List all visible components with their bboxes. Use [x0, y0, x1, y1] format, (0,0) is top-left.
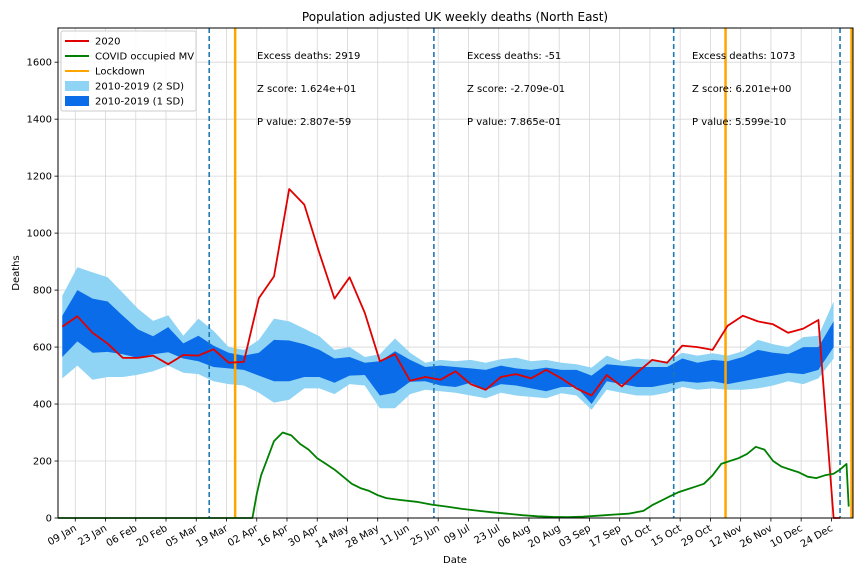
- x-tick-label: 03 Sep: [557, 523, 593, 550]
- x-tick-label: 05 Mar: [164, 523, 200, 550]
- x-tick-label: 23 Jan: [76, 523, 109, 548]
- series-covid-mv-line: [58, 431, 850, 519]
- x-tick-label: 25 Jun: [409, 523, 442, 548]
- annotation-p: P value: 2.807e-59: [257, 117, 351, 128]
- x-tick-label: 29 Oct: [680, 523, 714, 549]
- annotation-excess: Excess deaths: 1073: [692, 51, 795, 62]
- x-tick-label: 20 Feb: [135, 523, 170, 549]
- x-tick-label: 06 Feb: [105, 523, 140, 549]
- y-tick-label: 0: [46, 514, 52, 525]
- y-tick-label: 1200: [27, 172, 52, 183]
- annotation-p: P value: 5.599e-10: [692, 117, 786, 128]
- legend-label: COVID occupied MV: [95, 52, 194, 63]
- y-tick-label: 800: [33, 286, 52, 297]
- x-tick-label: 09 Jul: [442, 523, 472, 547]
- annotation-z: Z score: 1.624e+01: [257, 84, 356, 95]
- legend-box: [60, 30, 197, 112]
- x-tick-label: 19 Mar: [194, 523, 230, 550]
- x-tick-label: 20 Aug: [527, 523, 563, 550]
- vertical-markers: [208, 28, 853, 518]
- x-tick-label: 10 Dec: [769, 523, 805, 550]
- legend-label: 2010-2019 (1 SD): [95, 97, 184, 108]
- x-axis-label: Date: [443, 555, 467, 566]
- x-tick-label: 14 May: [314, 523, 351, 551]
- annotations: Excess deaths: 2919 Z score: 1.624e+01 P v…: [257, 51, 795, 128]
- annotation-z: Z score: -2.709e-01: [467, 84, 565, 95]
- legend-label: 2010-2019 (2 SD): [95, 82, 184, 93]
- plot-frame: [57, 27, 854, 519]
- band-1sd: [62, 290, 834, 404]
- x-tick-label: 17 Sep: [588, 523, 624, 550]
- legend-swatch: [65, 96, 89, 106]
- y-tick-label: 1600: [27, 58, 52, 69]
- chart-title: Population adjusted UK weekly deaths (No…: [302, 10, 608, 24]
- x-tick-label: 12 Nov: [708, 523, 744, 550]
- x-tick-label: 09 Jan: [46, 523, 79, 548]
- x-tick-label: 26 Nov: [738, 523, 774, 550]
- x-tick-label: 15 Oct: [649, 523, 683, 549]
- x-tick-label: 28 May: [344, 523, 381, 551]
- annotation-excess: Excess deaths: 2919: [257, 51, 360, 62]
- x-tick-label: 06 Aug: [496, 523, 532, 550]
- y-tick-label: 600: [33, 343, 52, 354]
- y-tick-label: 1400: [27, 115, 52, 126]
- y-axis-label: Deaths: [11, 255, 22, 290]
- x-tick-label: 24 Dec: [799, 523, 835, 550]
- annotation-z: Z score: 6.201e+00: [692, 84, 791, 95]
- annotation-p: P value: 7.865e-01: [467, 117, 561, 128]
- x-tick-label: 01 Oct: [619, 523, 653, 549]
- x-tick-label: 11 Jun: [379, 523, 412, 548]
- y-tick-label: 200: [33, 457, 52, 468]
- y-tick-label: 400: [33, 400, 52, 411]
- x-tick-label: 02 Apr: [226, 523, 261, 550]
- x-tick-label: 16 Apr: [256, 523, 291, 550]
- legend-label: 2020: [95, 37, 120, 48]
- legend: 2020 COVID occupied MV Lockdown 2010-2019 (…: [60, 30, 197, 112]
- legend-swatch: [65, 81, 89, 91]
- series-2020-line: [61, 188, 840, 519]
- y-tick-label: 1000: [27, 229, 52, 240]
- sd-bands: [62, 267, 834, 410]
- legend-label: Lockdown: [95, 67, 145, 78]
- annotation-excess: Excess deaths: -51: [467, 51, 561, 62]
- series-lines: [58, 188, 850, 519]
